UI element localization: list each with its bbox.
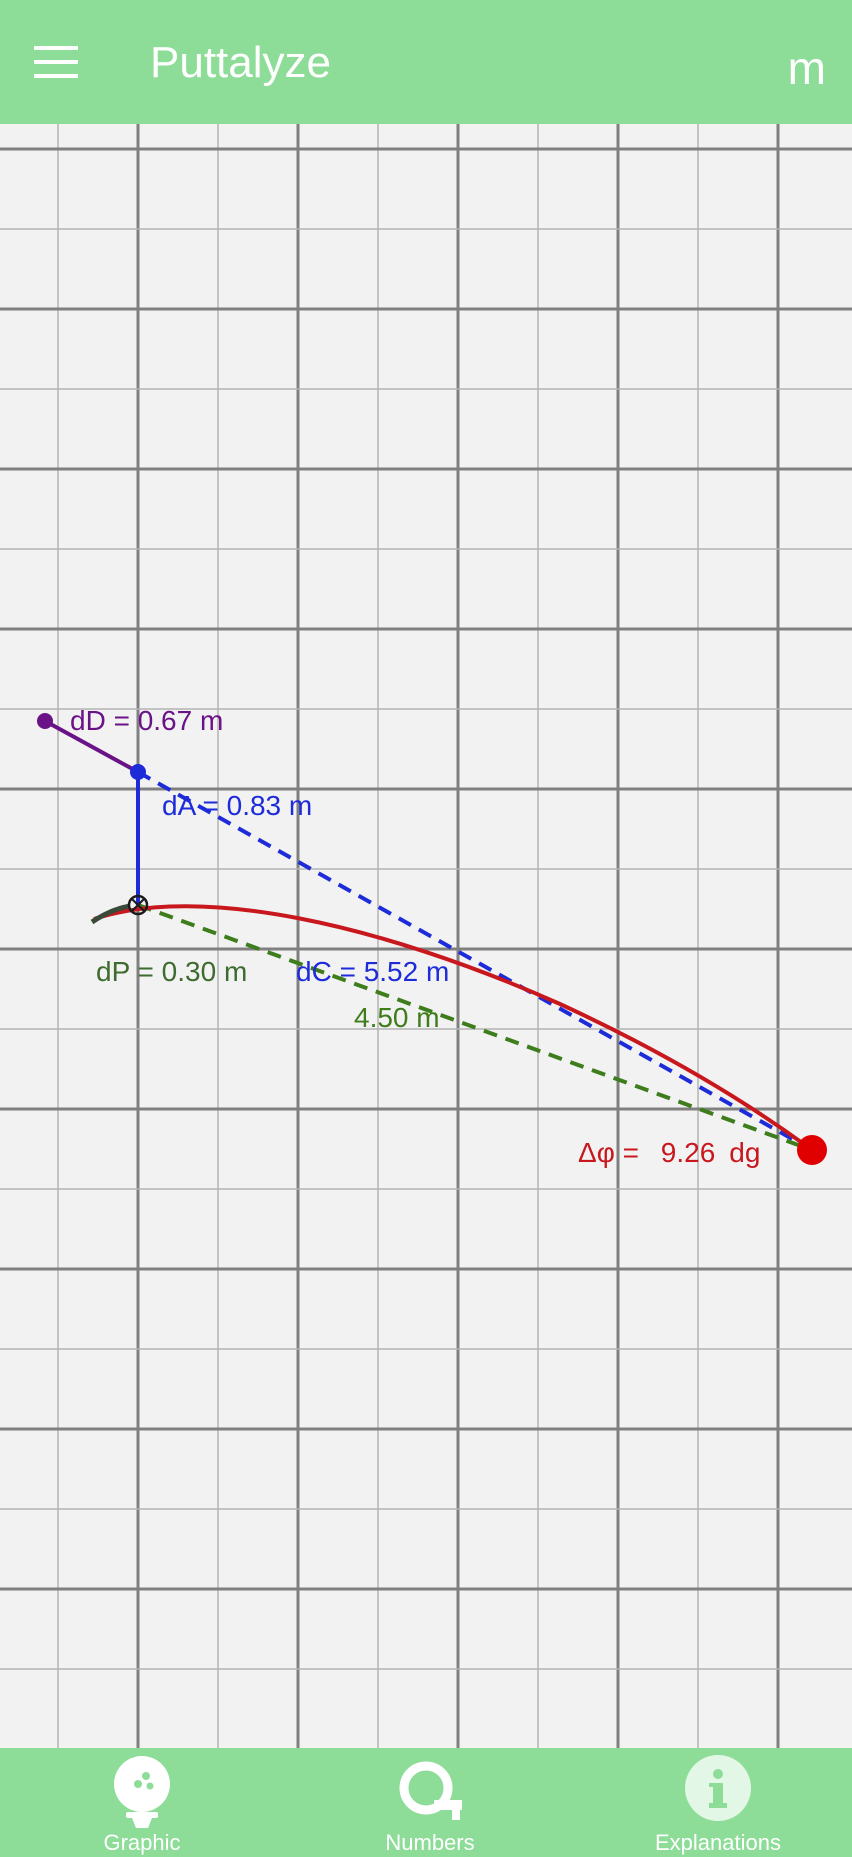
- tape-measure-icon: [399, 1761, 462, 1820]
- bottom-navigation: Graphic Numbers Explanations: [0, 1748, 852, 1857]
- ball-position-cross: [131, 898, 145, 912]
- ball-path-curve: [93, 904, 814, 1152]
- dD-label: dD = 0.67 m: [70, 705, 223, 736]
- info-icon: [685, 1755, 751, 1821]
- grid: [0, 124, 852, 1748]
- nav-label-graphic: Graphic: [103, 1830, 181, 1855]
- deviation-line: [44, 719, 139, 774]
- putt-graphic-canvas[interactable]: dD = 0.67 m dA = 0.83 m dP = 0.30 m dC =…: [0, 124, 852, 1748]
- app-title: Puttalyze: [150, 38, 331, 87]
- ball-position-marker[interactable]: [127, 894, 149, 916]
- hole-marker[interactable]: [797, 1135, 827, 1165]
- nav-item-graphic[interactable]: Graphic: [80, 1748, 204, 1857]
- dP-label: dP = 0.30 m: [96, 956, 247, 987]
- aim-line: [137, 770, 813, 1152]
- dA-label: dA = 0.83 m: [162, 790, 312, 821]
- menu-button[interactable]: [28, 36, 84, 88]
- golf-ball-on-tee-icon: [114, 1756, 170, 1828]
- putt-graph[interactable]: dD = 0.67 m dA = 0.83 m dP = 0.30 m dC =…: [0, 124, 852, 1748]
- dC-label: dC = 5.52 m: [296, 956, 449, 987]
- nav-label-numbers: Numbers: [385, 1830, 475, 1855]
- nav-label-explanations: Explanations: [655, 1830, 781, 1855]
- hamburger-menu-icon: [34, 46, 78, 78]
- unit-toggle-button[interactable]: m: [787, 42, 826, 94]
- putter-path-marker: [90, 903, 131, 925]
- nav-item-numbers[interactable]: Numbers: [368, 1748, 492, 1857]
- app-bar: Puttalyze m: [0, 0, 852, 124]
- distance-label: 4.50 m: [354, 1002, 440, 1033]
- aim-point-marker[interactable]: [37, 713, 53, 729]
- nav-item-explanations[interactable]: Explanations: [640, 1748, 796, 1857]
- angle-label: Δφ = 9.26 dg: [578, 1137, 760, 1168]
- direct-line: [137, 903, 813, 1152]
